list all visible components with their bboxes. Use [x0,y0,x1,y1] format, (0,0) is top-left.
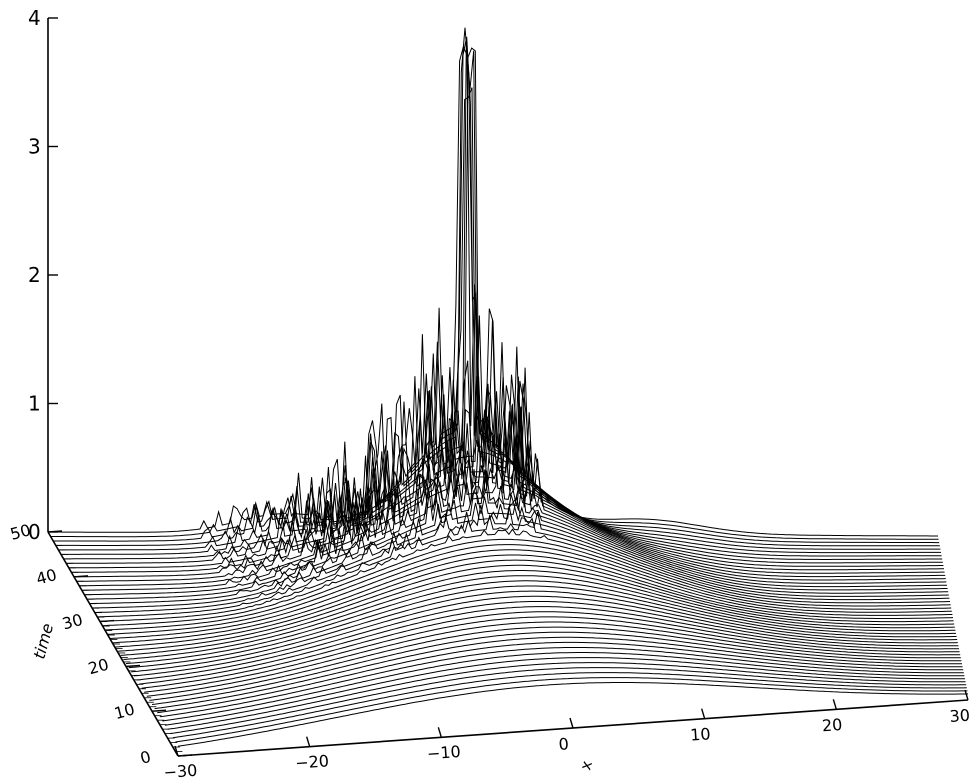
z-tick-label: 3 [28,135,41,159]
x-tick-label: −20 [295,751,330,772]
surface-slice [115,559,954,648]
surface-slice [175,677,968,743]
z-tick-label: 0 [28,520,41,544]
x-tick-mark [964,689,969,701]
x-tick-label: 20 [821,715,843,735]
x-axis-label: x [576,759,596,772]
surface-slice [159,647,964,718]
time-tick-label: 10 [112,699,137,723]
x-tick-label: 10 [690,724,712,744]
surface-slice [112,554,954,644]
x-tick-mark [832,699,838,710]
surface-slice [53,36,940,544]
surface-slice [131,590,958,673]
surface-slice [167,662,966,730]
surface-slice [105,538,952,631]
surface-slice [177,682,969,747]
x-tick-mark [305,736,311,747]
time-tick-label: 30 [60,610,85,634]
x-tick-mark [700,708,706,719]
time-axis-label: time [30,621,58,661]
surface-slice [162,652,965,722]
x-tick-label: 0 [558,734,569,754]
surface-slice [138,606,959,685]
surface-slice [94,494,949,613]
surface-slice [123,575,956,660]
surface-slice [125,580,956,665]
z-tick-label: 4 [28,6,41,30]
z-tick-label: 1 [28,392,41,416]
surface-slice [154,636,963,710]
surface-slice [136,601,959,681]
surface-slice [92,489,949,609]
x-tick-label: 30 [949,706,971,726]
surface-slice [110,549,953,639]
surface-slice [133,595,958,677]
x-tick-mark [437,727,443,738]
surface-slice [89,470,948,605]
surface-slice [97,504,950,618]
time-tick-label: 20 [86,655,111,679]
surface-slice [66,360,943,564]
x-ticks: −30 −20 −10 0 10 20 30 [163,689,971,782]
surface-slice [102,528,951,627]
surface-slice [81,433,946,591]
time-tick-label: 0 [138,747,153,768]
surface-slice [149,626,962,701]
z-ticks: 0 1 2 3 4 [28,6,58,544]
z-tick-label: 2 [28,263,41,287]
surface-slice [63,383,942,560]
time-tick-label: 40 [34,565,59,589]
surface-slice [151,631,963,705]
x-tick-mark [569,717,574,729]
surface-slice [157,641,964,714]
surface-lines [48,27,969,747]
x-tick-label: −30 [163,761,198,782]
surface-slice [68,376,943,569]
surface-slice [172,672,967,739]
x-tick-label: −10 [426,742,461,763]
surface-slice [107,544,952,635]
surface-slice [170,667,967,734]
surface-slice [99,513,951,622]
surface-slice [128,585,957,669]
surface-slice [141,611,960,689]
surface-slice [120,570,955,656]
surface-slice [118,564,955,652]
surface-slice [146,621,961,697]
surface-slice [76,406,945,582]
time-tick-label: 50 [8,520,33,544]
x-tick-mark [174,745,179,757]
surface-slice [71,391,944,573]
surface-slice [164,657,966,726]
surface-slice [144,616,961,693]
surface-slice [58,42,941,551]
